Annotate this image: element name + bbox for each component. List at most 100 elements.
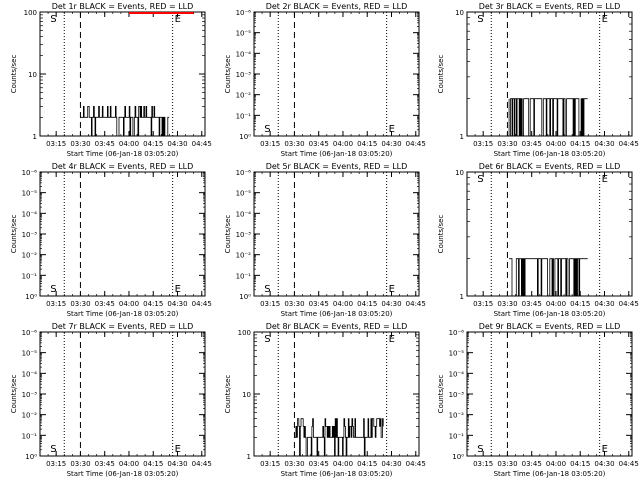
det-7r-start-marker: S [50,444,56,455]
det-5r-xtick-label: 03:30 [284,300,304,308]
det-1r-xtick-label: 03:45 [95,140,115,148]
det-7r-ytick-label: 10⁻⁴ [22,370,38,378]
det-3r-xtick-label: 04:45 [619,140,639,148]
det-8r-title: Det 8r BLACK = Events, RED = LLD [266,322,408,331]
det-9r-ytick-label: 10⁻⁴ [449,370,465,378]
det-3r-title: Det 3r BLACK = Events, RED = LLD [479,2,621,11]
det-8r-xlabel: Start Time (06-Jan-18 03:05:20) [281,470,393,478]
det-2r-ytick-label: 10⁻⁴ [236,50,252,58]
det-7r-xtick-label: 04:30 [167,460,187,468]
det-5r-ylabel: Counts/sec [224,215,232,254]
det-3r-panel: Det 3r BLACK = Events, RED = LLD 1 10 Count… [437,2,639,158]
det-6r-title: Det 6r BLACK = Events, RED = LLD [479,162,621,171]
det-7r-xtick-label: 04:45 [192,460,212,468]
det-4r-xtick-label: 04:00 [119,300,139,308]
det-5r-start-marker: S [264,284,270,295]
det-1r-panel: Det 1r BLACK = Events, RED = LLD 1 10 100 Co… [10,2,212,158]
det-4r-start-marker: S [50,284,56,295]
det-3r-xtick-label: 04:30 [594,140,614,148]
det-5r-ytick-label: 10⁻¹ [236,272,252,280]
det-7r-ytick-label: 10⁻¹ [22,432,38,440]
det-4r-ytick-label: 10⁻³ [22,231,38,239]
det-8r-end-marker: E [389,334,395,345]
det-1r-xtick-label: 03:15 [46,140,66,148]
det-1r-events-trace [80,106,170,137]
det-6r-xlabel: Start Time (06-Jan-18 03:05:20) [494,310,606,318]
det-7r-ylabel: Counts/sec [10,375,18,414]
det-6r-ytick-label: 10 [455,169,464,177]
det-1r-xtick-label: 04:15 [143,140,163,148]
det-4r-xtick-label: 03:15 [46,300,66,308]
det-2r-title: Det 2r BLACK = Events, RED = LLD [266,2,408,11]
det-8r-panel: Det 8r BLACK = Events, RED = LLD 1 10 100 Co… [224,322,426,478]
det-5r-ytick-label: 10⁻⁶ [236,169,252,177]
det-2r-ylabel: Counts/sec [224,55,232,94]
det-2r-xtick-label: 04:30 [381,140,401,148]
det-9r-end-marker: E [602,444,608,455]
det-5r-xtick-label: 04:45 [406,300,426,308]
det-5r-ytick-label: 10⁻⁴ [236,210,252,218]
det-9r-ytick-label: 10⁻² [449,412,465,420]
det-3r-ylabel: Counts/sec [437,55,445,94]
det-7r-xlabel: Start Time (06-Jan-18 03:05:20) [67,470,179,478]
det-2r-xtick-label: 04:45 [406,140,426,148]
det-1r-end-marker: E [175,14,181,25]
det-5r-xtick-label: 04:15 [357,300,377,308]
det-4r-panel: Det 4r BLACK = Events, RED = LLD 10⁰ 10⁻¹ 1… [10,162,212,318]
det-6r-xtick-label: 04:00 [546,300,566,308]
det-2r-ytick-label: 10⁻¹ [236,112,252,120]
det-1r-xtick-label: 04:00 [119,140,139,148]
det-2r-start-marker: S [264,124,270,135]
det-5r-title: Det 5r BLACK = Events, RED = LLD [266,162,408,171]
det-2r-ytick-label: 10⁻⁶ [236,9,252,17]
det-1r-xlabel: Start Time (06-Jan-18 03:05:20) [67,150,179,158]
det-7r-ytick-label: 10⁻⁶ [22,329,38,337]
det-9r-xtick-label: 04:30 [594,460,614,468]
det-5r-ytick-label: 10⁰ [239,293,251,301]
det-5r-ytick-label: 10⁻⁵ [236,190,252,198]
det-2r-panel: Det 2r BLACK = Events, RED = LLD 10⁰ 10⁻¹ 1… [224,2,426,158]
det-3r-xtick-label: 03:30 [497,140,517,148]
det-5r-panel: Det 5r BLACK = Events, RED = LLD 10⁰ 10⁻¹ 1… [224,162,426,318]
det-1r-title: Det 1r BLACK = Events, RED = LLD [52,2,194,11]
det-4r-end-marker: E [175,284,181,295]
det-2r-ytick-label: 10⁻³ [236,71,252,79]
det-9r-start-marker: S [477,444,483,455]
det-3r-end-marker: E [602,14,608,25]
det-2r-xtick-label: 03:30 [284,140,304,148]
det-3r-xtick-label: 04:00 [546,140,566,148]
det-7r-ytick-label: 10⁻⁵ [22,350,38,358]
det-4r-xtick-label: 04:30 [167,300,187,308]
det-6r-panel: Det 6r BLACK = Events, RED = LLD 1 10 Count… [437,162,639,318]
det-5r-xtick-label: 03:45 [309,300,329,308]
det-4r-xtick-label: 03:30 [70,300,90,308]
det-9r-xlabel: Start Time (06-Jan-18 03:05:20) [494,470,606,478]
det-4r-ytick-label: 10⁻⁵ [22,190,38,198]
det-4r-xtick-label: 04:15 [143,300,163,308]
det-6r-xtick-label: 03:45 [522,300,542,308]
det-7r-ytick-label: 10⁰ [25,453,37,461]
det-9r-ytick-label: 10⁰ [452,453,464,461]
det-7r-end-marker: E [175,444,181,455]
det-6r-xtick-label: 04:15 [570,300,590,308]
det-9r-xtick-label: 04:00 [546,460,566,468]
det-4r-ytick-label: 10⁰ [25,293,37,301]
det-4r-ytick-label: 10⁻¹ [22,272,38,280]
det-4r-ytick-label: 10⁻² [22,252,38,260]
det-2r-xtick-label: 04:00 [333,140,353,148]
det-8r-xtick-label: 03:45 [309,460,329,468]
det-6r-xtick-label: 04:30 [594,300,614,308]
det-7r-ytick-label: 10⁻³ [22,391,38,399]
det-9r-xtick-label: 04:45 [619,460,639,468]
det-8r-start-marker: S [264,334,270,345]
det-6r-start-marker: S [477,174,483,185]
det-4r-ytick-label: 10⁻⁴ [22,210,38,218]
det-7r-xtick-label: 03:15 [46,460,66,468]
det-9r-xtick-label: 04:15 [570,460,590,468]
det-9r-panel: Det 9r BLACK = Events, RED = LLD 10⁰ 10⁻¹ 1… [437,322,639,478]
det-9r-ytick-label: 10⁻³ [449,391,465,399]
det-3r-start-marker: S [477,14,483,25]
det-2r-xtick-label: 03:15 [260,140,280,148]
det-2r-ytick-label: 10⁻⁵ [236,30,252,38]
